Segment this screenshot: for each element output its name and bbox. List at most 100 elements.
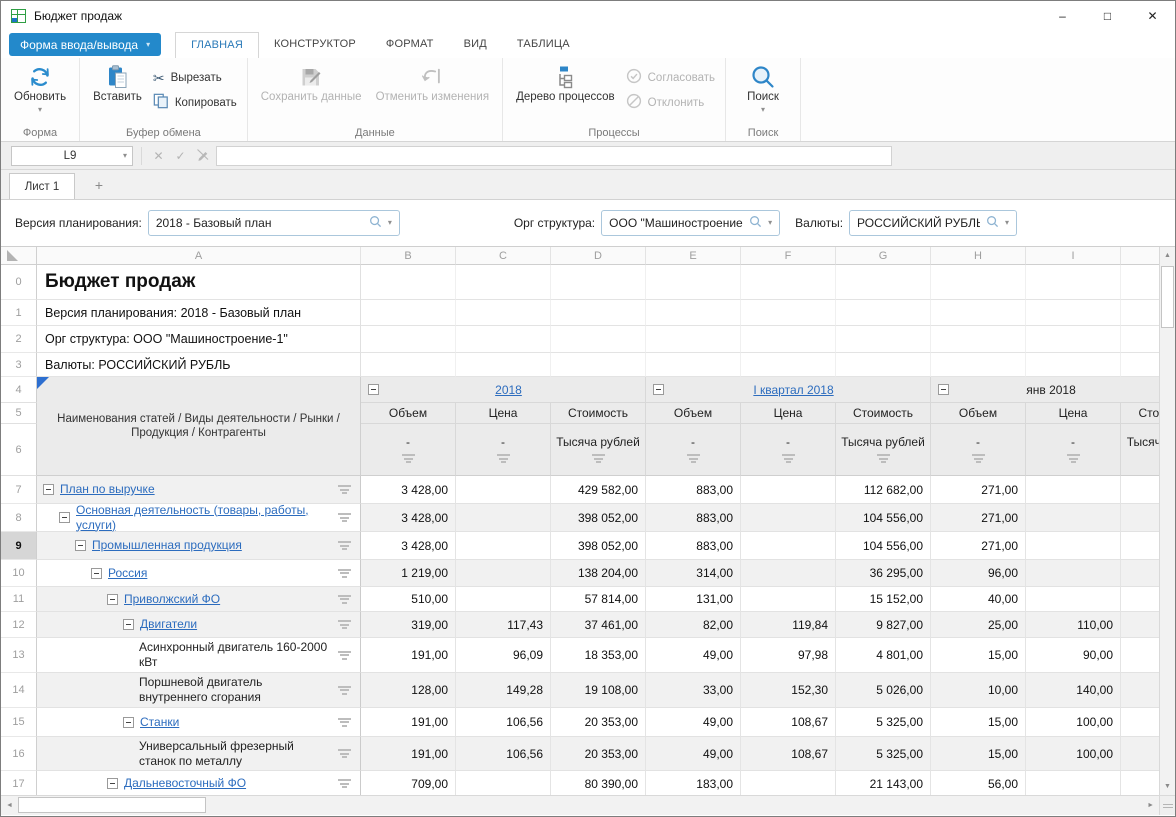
row-header[interactable]: 12 (1, 612, 37, 638)
empty-cell[interactable] (836, 300, 931, 326)
data-cell[interactable] (1026, 532, 1121, 560)
data-cell[interactable]: 96,09 (456, 638, 551, 673)
hierarchy-link[interactable]: Россия (108, 566, 332, 581)
period-label[interactable]: I квартал 2018 (664, 383, 923, 397)
hierarchy-cell[interactable]: Асинхронный двигатель 160-2000 кВт (37, 638, 361, 673)
empty-cell[interactable] (361, 300, 456, 326)
data-cell[interactable] (1121, 708, 1161, 737)
data-cell[interactable] (1121, 612, 1161, 638)
unit-cell[interactable]: Тысяча рублей (551, 424, 646, 476)
data-cell[interactable]: 4 801,00 (836, 638, 931, 673)
data-cell[interactable] (1026, 504, 1121, 532)
empty-cell[interactable] (646, 326, 741, 353)
process-tree-button[interactable]: Дерево процессов (509, 61, 622, 125)
measure-header[interactable]: Объем (646, 403, 741, 424)
unit-cell[interactable]: - (1026, 424, 1121, 476)
collapse-icon[interactable] (368, 384, 379, 395)
cut-button[interactable]: ✂ Вырезать (149, 67, 241, 88)
data-cell[interactable]: 3 428,00 (361, 476, 456, 504)
filter-icon[interactable] (877, 454, 890, 463)
planning-version-select[interactable]: 2018 - Базовый план ▾ (148, 210, 400, 236)
add-sheet-button[interactable]: + (75, 177, 123, 199)
data-cell[interactable]: 883,00 (646, 532, 741, 560)
data-cell[interactable]: 20 353,00 (551, 737, 646, 771)
filter-icon[interactable] (782, 454, 795, 463)
reject-button[interactable]: Отклонить (622, 92, 719, 113)
data-cell[interactable]: 138 204,00 (551, 560, 646, 587)
data-cell[interactable]: 104 556,00 (836, 504, 931, 532)
vertical-scrollbar-thumb[interactable] (1161, 266, 1174, 328)
horizontal-scrollbar-thumb[interactable] (18, 797, 206, 813)
data-cell[interactable]: 100,00 (1026, 737, 1121, 771)
data-cell[interactable] (1026, 587, 1121, 612)
column-header[interactable]: H (931, 247, 1026, 265)
data-cell[interactable] (1026, 771, 1121, 795)
empty-cell[interactable] (741, 326, 836, 353)
row-header[interactable]: 14 (1, 673, 37, 708)
data-cell[interactable]: 3 428,00 (361, 504, 456, 532)
data-cell[interactable] (741, 532, 836, 560)
data-cell[interactable]: 1 219,00 (361, 560, 456, 587)
data-cell[interactable]: 191,00 (361, 737, 456, 771)
filter-icon[interactable] (1067, 454, 1080, 463)
data-cell[interactable] (1121, 587, 1161, 612)
empty-cell[interactable] (1121, 300, 1161, 326)
collapse-icon[interactable] (123, 717, 134, 728)
org-structure-select[interactable]: ООО "Машиностроение-1" ▾ (601, 210, 780, 236)
column-header[interactable]: F (741, 247, 836, 265)
hierarchy-cell[interactable]: Станки (37, 708, 361, 737)
paste-button[interactable]: Вставить (86, 61, 149, 125)
empty-cell[interactable] (1026, 326, 1121, 353)
row-header[interactable]: 5 (1, 403, 37, 424)
hierarchy-cell[interactable]: Россия (37, 560, 361, 587)
row-header[interactable]: 15 (1, 708, 37, 737)
data-cell[interactable] (1121, 532, 1161, 560)
filter-icon[interactable] (338, 541, 351, 550)
data-cell[interactable]: 429 582,00 (551, 476, 646, 504)
filter-icon[interactable] (338, 686, 351, 695)
refresh-button[interactable]: Обновить ▾ (7, 61, 73, 125)
data-cell[interactable]: 883,00 (646, 476, 741, 504)
empty-cell[interactable] (646, 300, 741, 326)
chevron-down-icon[interactable]: ▾ (768, 219, 772, 227)
data-cell[interactable]: 106,56 (456, 737, 551, 771)
data-cell[interactable] (456, 587, 551, 612)
data-cell[interactable]: 5 325,00 (836, 737, 931, 771)
tab-konstruktor[interactable]: КОНСТРУКТОР (259, 32, 371, 58)
collapse-icon[interactable] (123, 619, 134, 630)
unit-cell[interactable]: Тысяча рублей (836, 424, 931, 476)
empty-cell[interactable] (1026, 300, 1121, 326)
data-cell[interactable]: 15,00 (931, 638, 1026, 673)
horizontal-scrollbar[interactable]: ◄ ► (1, 796, 1159, 815)
empty-cell[interactable] (931, 300, 1026, 326)
tab-format[interactable]: ФОРМАТ (371, 32, 449, 58)
column-header[interactable]: A (37, 247, 361, 265)
data-cell[interactable]: 110,00 (1026, 612, 1121, 638)
cancel-icon[interactable]: ✕ (150, 149, 167, 163)
data-cell[interactable] (1121, 504, 1161, 532)
hierarchy-link[interactable]: Приволжский ФО (124, 592, 332, 607)
filter-icon[interactable] (338, 569, 351, 578)
data-cell[interactable]: 883,00 (646, 504, 741, 532)
filter-icon[interactable] (497, 454, 510, 463)
data-cell[interactable]: 5 325,00 (836, 708, 931, 737)
column-header[interactable]: D (551, 247, 646, 265)
hierarchy-link[interactable]: План по выручке (60, 482, 332, 497)
collapse-icon[interactable] (107, 594, 118, 605)
data-cell[interactable]: 3 428,00 (361, 532, 456, 560)
scroll-down-icon[interactable]: ▼ (1160, 778, 1175, 795)
data-cell[interactable]: 117,43 (456, 612, 551, 638)
empty-cell[interactable] (1121, 353, 1161, 377)
hierarchy-link[interactable]: Основная деятельность (товары, работы, у… (76, 503, 332, 533)
column-header[interactable]: G (836, 247, 931, 265)
filter-icon[interactable] (338, 513, 351, 522)
measure-header[interactable]: Стоимость (551, 403, 646, 424)
sheet-tab-list1[interactable]: Лист 1 (9, 173, 75, 199)
empty-cell[interactable] (456, 300, 551, 326)
hierarchy-cell[interactable]: Дальневосточный ФО (37, 771, 361, 795)
data-cell[interactable]: 271,00 (931, 504, 1026, 532)
data-cell[interactable]: 20 353,00 (551, 708, 646, 737)
data-cell[interactable] (456, 476, 551, 504)
hierarchy-link[interactable]: Дальневосточный ФО (124, 776, 332, 791)
collapse-icon[interactable] (107, 778, 118, 789)
